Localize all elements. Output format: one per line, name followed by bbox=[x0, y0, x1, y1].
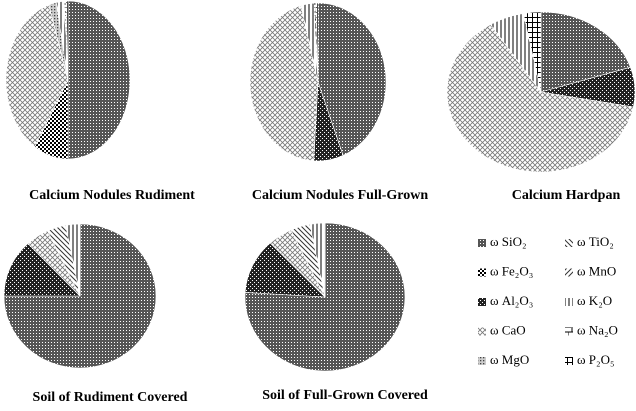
legend-label: ω Al₂O₃ bbox=[490, 293, 533, 308]
chart-title: Soil of Rudiment Covered bbox=[33, 390, 188, 405]
legend-swatch bbox=[565, 268, 573, 277]
legend-label: ω MnO bbox=[577, 263, 616, 278]
pie-slice bbox=[244, 242, 326, 298]
legend-swatch bbox=[478, 298, 486, 306]
legend-label: ω MgO bbox=[490, 352, 529, 367]
pie-slice bbox=[5, 4, 69, 148]
legend-label: ω K₂O bbox=[577, 293, 612, 308]
chart-title: Soil of Full-Grown Covered bbox=[262, 388, 428, 403]
chart-title: Calcium Hardpan bbox=[512, 188, 621, 203]
legend-swatch bbox=[478, 327, 486, 336]
legend-swatch bbox=[478, 239, 486, 247]
legend-label: ω Na₂O bbox=[577, 322, 618, 337]
legend-label: ω TiO₂ bbox=[577, 234, 614, 249]
pie-slice bbox=[315, 2, 319, 83]
pie-slice bbox=[523, 11, 542, 93]
legend-swatch bbox=[565, 357, 573, 365]
legend-swatch bbox=[565, 327, 573, 336]
legend-swatch bbox=[478, 357, 486, 365]
legend-label: ω CaO bbox=[490, 322, 526, 337]
pie-slice bbox=[67, 0, 131, 160]
pie-slice bbox=[249, 5, 319, 162]
chart-title: Calcium Nodules Full-Grown bbox=[252, 188, 429, 203]
pie-slice bbox=[3, 243, 81, 297]
legend-swatch bbox=[478, 268, 486, 277]
legend-swatch bbox=[565, 298, 573, 306]
legend-label: ω SiO₂ bbox=[490, 234, 527, 249]
legend-label: ω Fe₂O₃ bbox=[490, 263, 533, 278]
pie-slice bbox=[3, 223, 157, 369]
legend-label: ω P₂O₅ bbox=[577, 352, 615, 367]
pie-slice bbox=[317, 2, 387, 156]
legend-swatch bbox=[565, 239, 573, 247]
pie-slice bbox=[446, 24, 634, 173]
pie-slice bbox=[540, 11, 631, 93]
pie-slice bbox=[65, 0, 69, 81]
chart-title: Calcium Nodules Rudiment bbox=[29, 188, 195, 203]
